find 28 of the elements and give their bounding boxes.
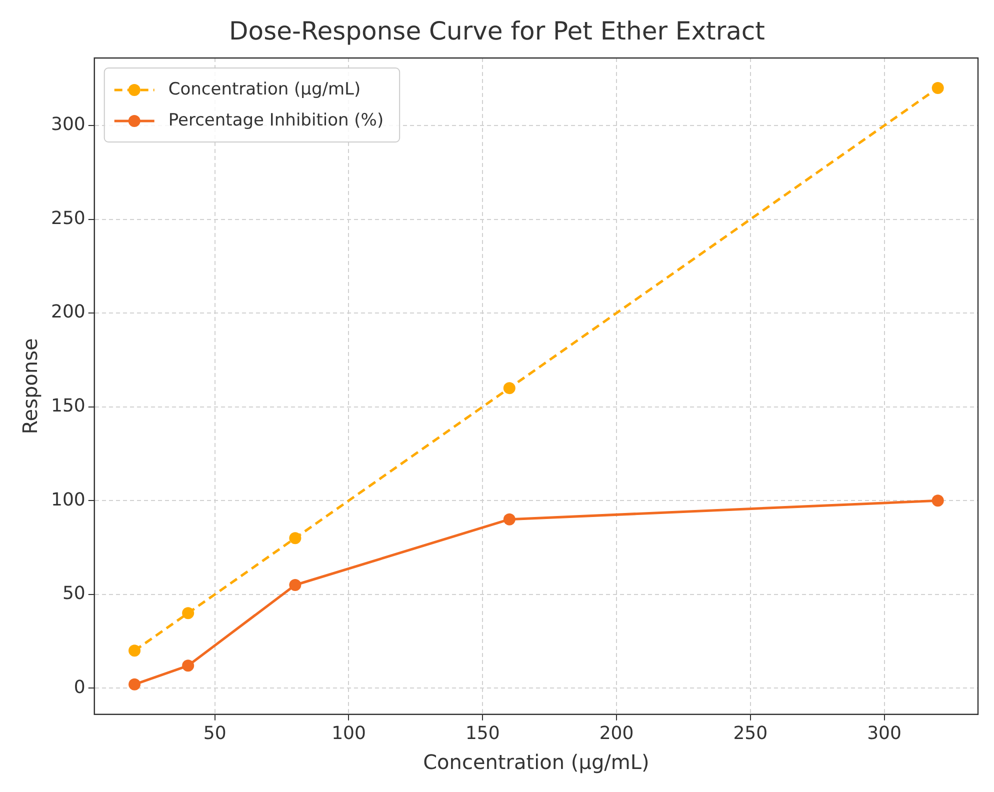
point	[182, 607, 194, 620]
y-tick-label: 300	[50, 114, 86, 136]
point	[503, 382, 516, 394]
x-tick-label: 250	[733, 722, 768, 744]
chart-title: Dose-Response Curve for Pet Ether Extract	[229, 16, 766, 46]
x-tick-label: 50	[203, 722, 226, 744]
y-tick-label: 150	[50, 396, 86, 416]
point	[182, 660, 194, 672]
y-tick-label: 200	[50, 302, 86, 323]
x-tick-label: 200	[599, 722, 634, 744]
x-axis-title: Concentration (µg/mL)	[423, 750, 650, 774]
y-tick-label: 100	[50, 489, 86, 510]
y-tick-label: 50	[62, 583, 86, 604]
legend-label: Concentration (µg/mL)	[168, 79, 361, 100]
x-tick-label: 300	[867, 722, 902, 744]
y-tick-label: 250	[50, 208, 86, 229]
point	[128, 678, 141, 690]
x-tick-label: 150	[465, 722, 500, 744]
legend-label: Percentage Inhibition (%)	[168, 110, 384, 130]
point	[932, 494, 944, 507]
point	[932, 82, 944, 94]
point	[289, 532, 302, 544]
x-tick-label: 100	[332, 722, 366, 744]
y-axis-title: Response	[18, 338, 42, 434]
y-tick-label: 0	[74, 676, 86, 698]
point	[503, 513, 516, 526]
point	[289, 578, 302, 591]
point	[128, 644, 141, 657]
